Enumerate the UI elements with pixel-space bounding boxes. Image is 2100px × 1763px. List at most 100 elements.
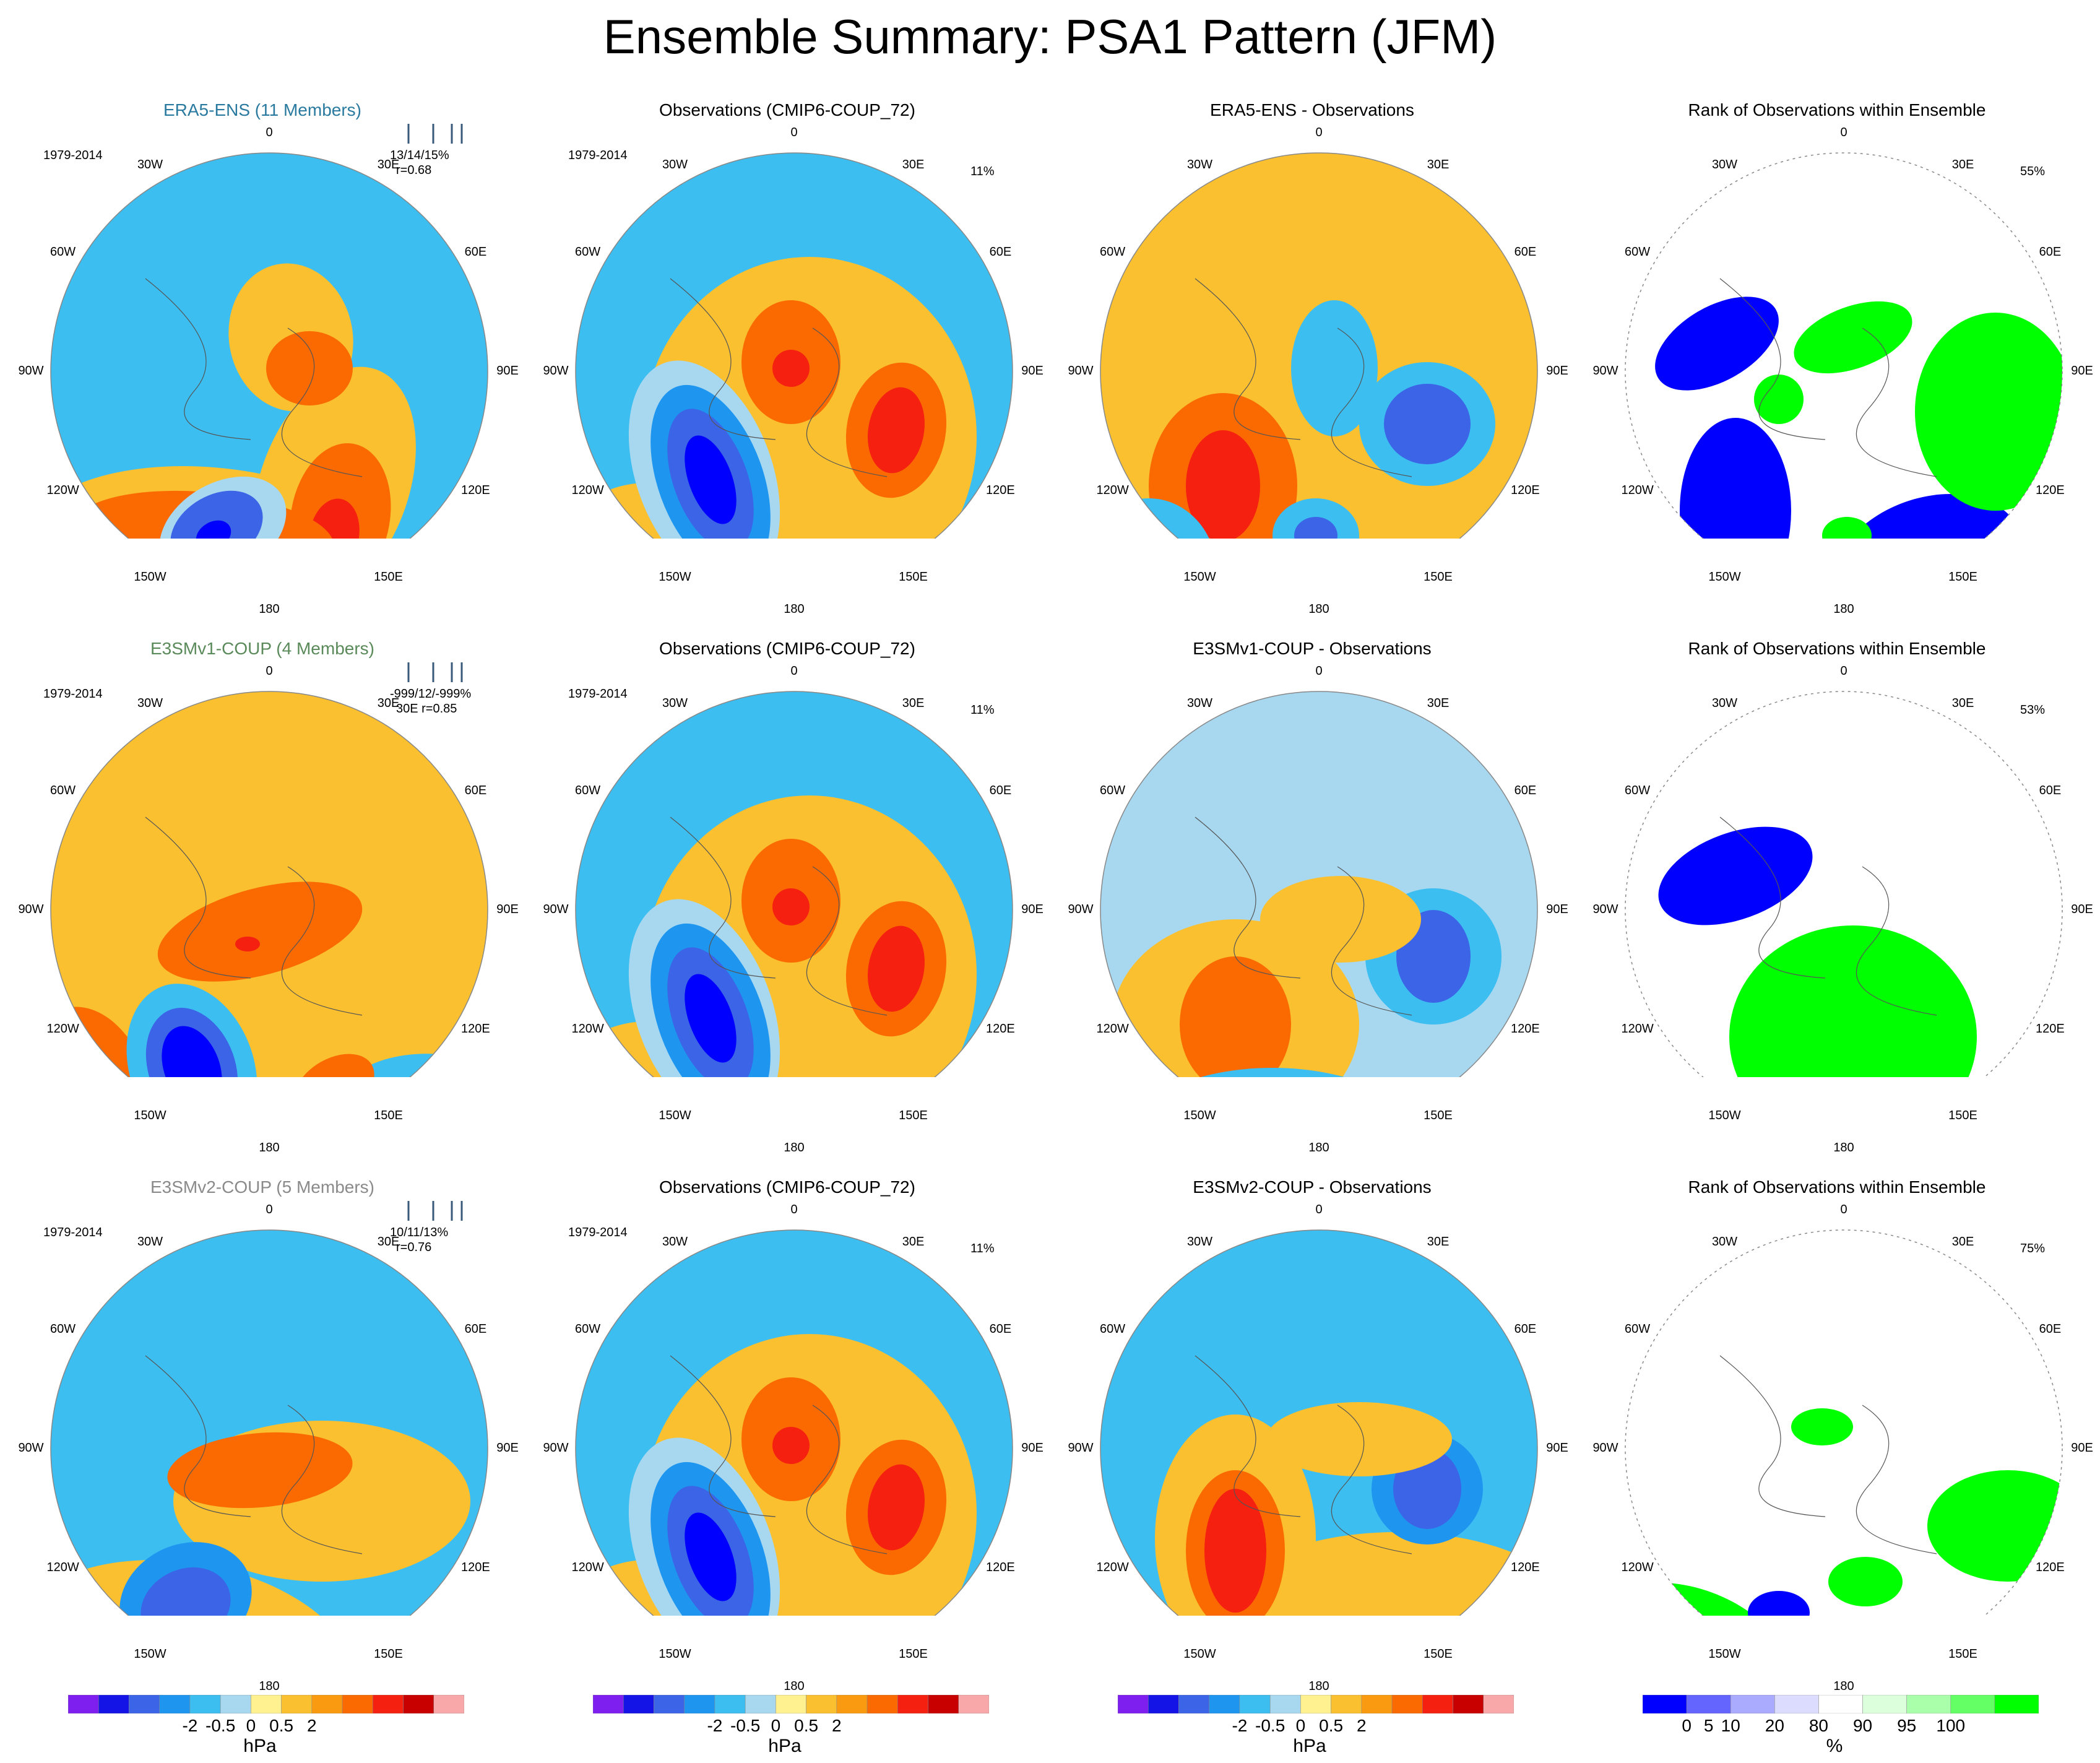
colorbar-segment [1361, 1694, 1393, 1714]
longitude-label: 150W [1708, 1109, 1741, 1123]
map-boundary [575, 1229, 1013, 1616]
longitude-label: 90E [1021, 1441, 1044, 1455]
longitude-label: 150E [374, 1109, 403, 1123]
contour-region [1754, 375, 1804, 424]
coastline [1195, 817, 1412, 1016]
colorbar-segment [67, 1694, 99, 1714]
colorbar-segment [776, 1694, 806, 1714]
contour-region [1831, 494, 2023, 539]
longitude-label: 90E [1546, 1441, 1568, 1455]
contour-region [1791, 1408, 1853, 1445]
longitude-label: 90E [1546, 364, 1568, 378]
polar-map [1100, 691, 1538, 1077]
contour-region [1655, 297, 1779, 391]
contour-region [1266, 1402, 1452, 1476]
map-boundary [50, 691, 488, 1077]
spread-bars [407, 662, 463, 682]
map-boundary [575, 152, 1013, 539]
longitude-label: 30W [662, 157, 688, 171]
longitude-label: 90E [496, 364, 519, 378]
longitude-label: 90E [2071, 1441, 2093, 1455]
colorbar-tick: 90 [1852, 1716, 1873, 1735]
contour-region [1260, 876, 1421, 963]
contour-region [1204, 1489, 1266, 1613]
colorbar-segment [1774, 1694, 1819, 1714]
colorbar-tick: 2 [307, 1716, 317, 1735]
panel-title: Rank of Observations within Ensemble [1688, 100, 1986, 119]
longitude-label: 150E [1948, 1647, 1977, 1661]
colorbar-segment [1686, 1694, 1731, 1714]
colorbar-segment [1422, 1694, 1453, 1714]
longitude-label: 150E [1948, 570, 1977, 584]
contour-region [1384, 384, 1471, 464]
colorbar-segment [928, 1694, 959, 1714]
longitude-label: 90W [1592, 1441, 1618, 1455]
longitude-label: 60E [464, 245, 487, 259]
stats-label: 13/14/15% [390, 149, 449, 162]
longitude-label: 150E [899, 1647, 928, 1661]
colorbar-segment [251, 1694, 282, 1714]
coastline [670, 817, 888, 1016]
period-label: 1979-2014 [568, 1226, 628, 1239]
colorbar-unit: hPa [1293, 1736, 1326, 1756]
coastline [1719, 817, 1937, 1016]
colorbar-segment [1730, 1694, 1775, 1714]
polar-map [575, 1229, 1013, 1616]
longitude-label: 90E [1546, 903, 1568, 916]
longitude-label: 150E [1424, 1109, 1453, 1123]
polar-map [1100, 1229, 1538, 1616]
spread-bars [407, 1201, 463, 1221]
polar-map [1625, 152, 2063, 539]
map-panel: E3SMv1-COUP - Observations 0 30E 60E 90E 120E… [1050, 539, 1575, 1154]
colorbar-tick: 2 [832, 1716, 842, 1735]
colorbar-segment [1209, 1694, 1240, 1714]
longitude-label: 30E [1951, 696, 1974, 710]
longitude-label: 90W [543, 903, 569, 916]
longitude-label: 0 [1840, 664, 1847, 678]
longitude-label: 0 [266, 126, 273, 139]
panel-title: ERA5-ENS - Observations [1210, 100, 1414, 119]
contour-region [868, 387, 925, 474]
longitude-label: 150E [899, 570, 928, 584]
longitude-label: 90W [18, 903, 44, 916]
contour-region [140, 1567, 231, 1616]
longitude-label: 150W [134, 570, 166, 584]
longitude-label: 150W [659, 1109, 691, 1123]
longitude-label: 0 [790, 1203, 798, 1216]
contour-region [868, 925, 925, 1012]
longitude-label: 60W [1625, 1322, 1651, 1336]
map-panel: Observations (CMIP6-COUP_72) 0 30E 60E 90E 12… [525, 1077, 1050, 1693]
longitude-label: 120E [461, 1021, 490, 1036]
colorbar-unit: hPa [768, 1736, 802, 1756]
colorbar-segment [1147, 1694, 1179, 1714]
longitude-label: 120W [1096, 483, 1129, 497]
longitude-label: 30W [1711, 696, 1738, 710]
correlation-label: r=0.68 [396, 163, 432, 177]
longitude-label: 0 [266, 1203, 273, 1216]
map-panel: E3SMv2-COUP - Observations 0 30E 60E 90E 120E… [1050, 1077, 1575, 1693]
longitude-label: 180 [259, 1141, 280, 1154]
map-boundary [1625, 691, 2063, 1077]
longitude-label: 0 [1840, 126, 1847, 139]
coastline [1195, 278, 1412, 477]
longitude-label: 150W [1183, 1109, 1216, 1123]
colorbar-segment [129, 1694, 160, 1714]
colorbar-tick: 0 [246, 1716, 256, 1735]
longitude-label: 180 [1833, 1141, 1854, 1154]
contour-region [685, 435, 737, 524]
longitude-label: 180 [784, 1141, 805, 1154]
longitude-label: 60E [1514, 783, 1537, 797]
map-panel: ERA5-ENS - Observations 0 30E 60E 90E 120E 150… [1050, 0, 1575, 616]
colorbar-tick: 0.5 [269, 1716, 294, 1735]
panel-title: Observations (CMIP6-COUP_72) [659, 100, 915, 119]
longitude-label: 90W [1068, 364, 1094, 378]
longitude-label: 180 [259, 602, 280, 616]
longitude-label: 60W [1100, 245, 1126, 259]
contour-region [294, 1054, 374, 1077]
colorbar-segment [281, 1694, 313, 1714]
longitude-label: 180 [1833, 1679, 1854, 1693]
longitude-label: 60E [2039, 245, 2062, 259]
colorbar-segment [958, 1694, 990, 1714]
longitude-label: 30W [662, 696, 688, 710]
colorbar-strip [1117, 1694, 1515, 1714]
